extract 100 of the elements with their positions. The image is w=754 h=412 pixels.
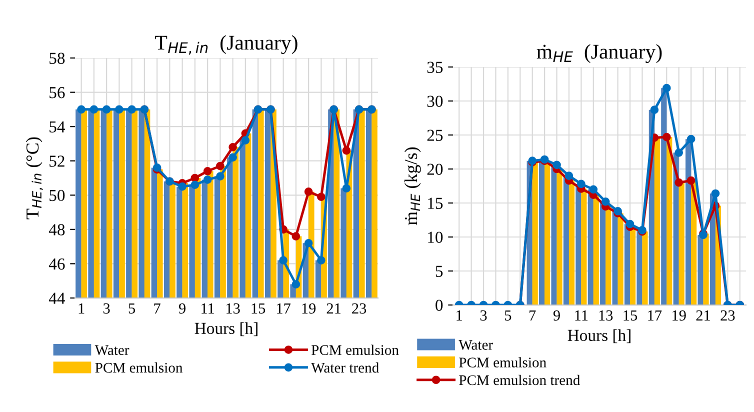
y-tick-label: 44 xyxy=(48,292,66,304)
point xyxy=(674,178,684,187)
point xyxy=(216,162,224,170)
bar xyxy=(556,169,562,305)
y-tick-label: 35 xyxy=(427,62,443,73)
y-tick-label: 20 xyxy=(427,164,443,175)
x-tick-label: 1 xyxy=(456,310,462,320)
y-tick-label: 48 xyxy=(48,224,65,236)
point xyxy=(203,166,212,176)
x-tick-label: 23 xyxy=(352,303,366,314)
bar xyxy=(661,88,667,305)
x-tick-label: 15 xyxy=(624,310,638,321)
bar xyxy=(678,182,684,305)
x-tick-label: 13 xyxy=(599,310,613,321)
point xyxy=(650,106,659,114)
x-tick-label: 3 xyxy=(480,310,487,321)
x-tick-label: 9 xyxy=(178,303,186,314)
chart-title: T$_{HE,in}$ (January) xyxy=(155,35,298,55)
legend-label: Water xyxy=(94,345,130,356)
x-tick-label: 5 xyxy=(505,310,512,321)
y-tick-label: 0 xyxy=(436,300,443,311)
point xyxy=(292,232,300,240)
point xyxy=(90,105,98,114)
y-tick-label: 52 xyxy=(50,156,64,167)
bar xyxy=(618,213,624,305)
point xyxy=(626,220,634,228)
x-axis-title: Hours [h] xyxy=(194,322,258,336)
y-axis-title: T$_{HE,in}$ (°C) xyxy=(26,137,43,220)
x-tick-label: 17 xyxy=(648,310,662,320)
x-axis-title: Hours [h] xyxy=(568,329,630,344)
x-tick-label: 19 xyxy=(672,310,686,321)
bar xyxy=(576,184,582,305)
x-tick-label: 21 xyxy=(326,303,341,314)
bar xyxy=(593,194,599,305)
point xyxy=(216,172,224,180)
legend-label: PCM emulsion xyxy=(312,344,399,355)
x-tick-label: 13 xyxy=(226,303,240,314)
x-tick-label: 15 xyxy=(252,303,266,314)
y-tick-label: 56 xyxy=(50,87,65,98)
point xyxy=(686,134,696,144)
y-tick-label: 30 xyxy=(427,96,443,107)
point xyxy=(203,176,212,184)
point xyxy=(601,197,610,206)
y-tick-label: 54 xyxy=(50,121,66,133)
bar xyxy=(600,202,606,305)
legend-label: PCM emulsion xyxy=(459,357,546,368)
point xyxy=(128,105,136,114)
point xyxy=(190,180,200,190)
x-tick-label: 23 xyxy=(720,310,735,321)
point xyxy=(102,105,111,114)
x-tick-label: 9 xyxy=(553,310,560,321)
x-tick-label: 11 xyxy=(575,310,588,320)
y-tick-label: 58 xyxy=(50,52,65,64)
x-tick-label: 17 xyxy=(277,303,291,314)
bar xyxy=(686,139,692,305)
point xyxy=(564,172,574,180)
point xyxy=(686,176,696,185)
bar xyxy=(563,176,570,305)
y-tick-label: 15 xyxy=(428,198,443,209)
point xyxy=(674,148,684,157)
point xyxy=(552,160,561,170)
chart-title: ṁ$_{HE}$ (January) xyxy=(536,44,662,64)
y-tick-label: 46 xyxy=(48,258,65,270)
bar xyxy=(606,206,612,305)
point xyxy=(228,153,237,162)
point xyxy=(317,192,326,202)
x-tick-label: 5 xyxy=(128,303,136,314)
legend-label: Water trend xyxy=(311,362,379,373)
x-tick-label: 21 xyxy=(696,310,710,320)
point xyxy=(711,189,720,198)
y-tick-label: 10 xyxy=(428,232,443,243)
x-tick-label: 19 xyxy=(302,303,316,314)
legend-label: PCM emulsion trend xyxy=(459,374,580,386)
x-tick-label: 1 xyxy=(78,303,84,314)
x-tick-label: 3 xyxy=(103,303,110,314)
bar xyxy=(551,164,557,305)
y-tick-label: 50 xyxy=(50,190,65,202)
point xyxy=(342,184,351,192)
bar xyxy=(581,188,587,305)
bar xyxy=(568,180,575,305)
bar xyxy=(654,138,660,305)
point xyxy=(589,185,598,194)
point xyxy=(279,256,288,264)
bar xyxy=(612,211,618,305)
bar xyxy=(624,224,630,305)
point xyxy=(228,142,237,152)
point xyxy=(317,256,326,264)
point xyxy=(304,188,313,196)
legend-label: PCM emulsion xyxy=(95,362,183,373)
point xyxy=(304,238,313,248)
point xyxy=(178,182,186,191)
bar xyxy=(666,137,672,305)
legend-label: Water xyxy=(458,340,493,350)
bar xyxy=(588,189,594,305)
point xyxy=(342,146,351,155)
point xyxy=(115,105,124,114)
point xyxy=(614,206,622,216)
point xyxy=(292,280,300,288)
x-tick-label: 11 xyxy=(202,303,214,314)
point xyxy=(662,132,671,142)
